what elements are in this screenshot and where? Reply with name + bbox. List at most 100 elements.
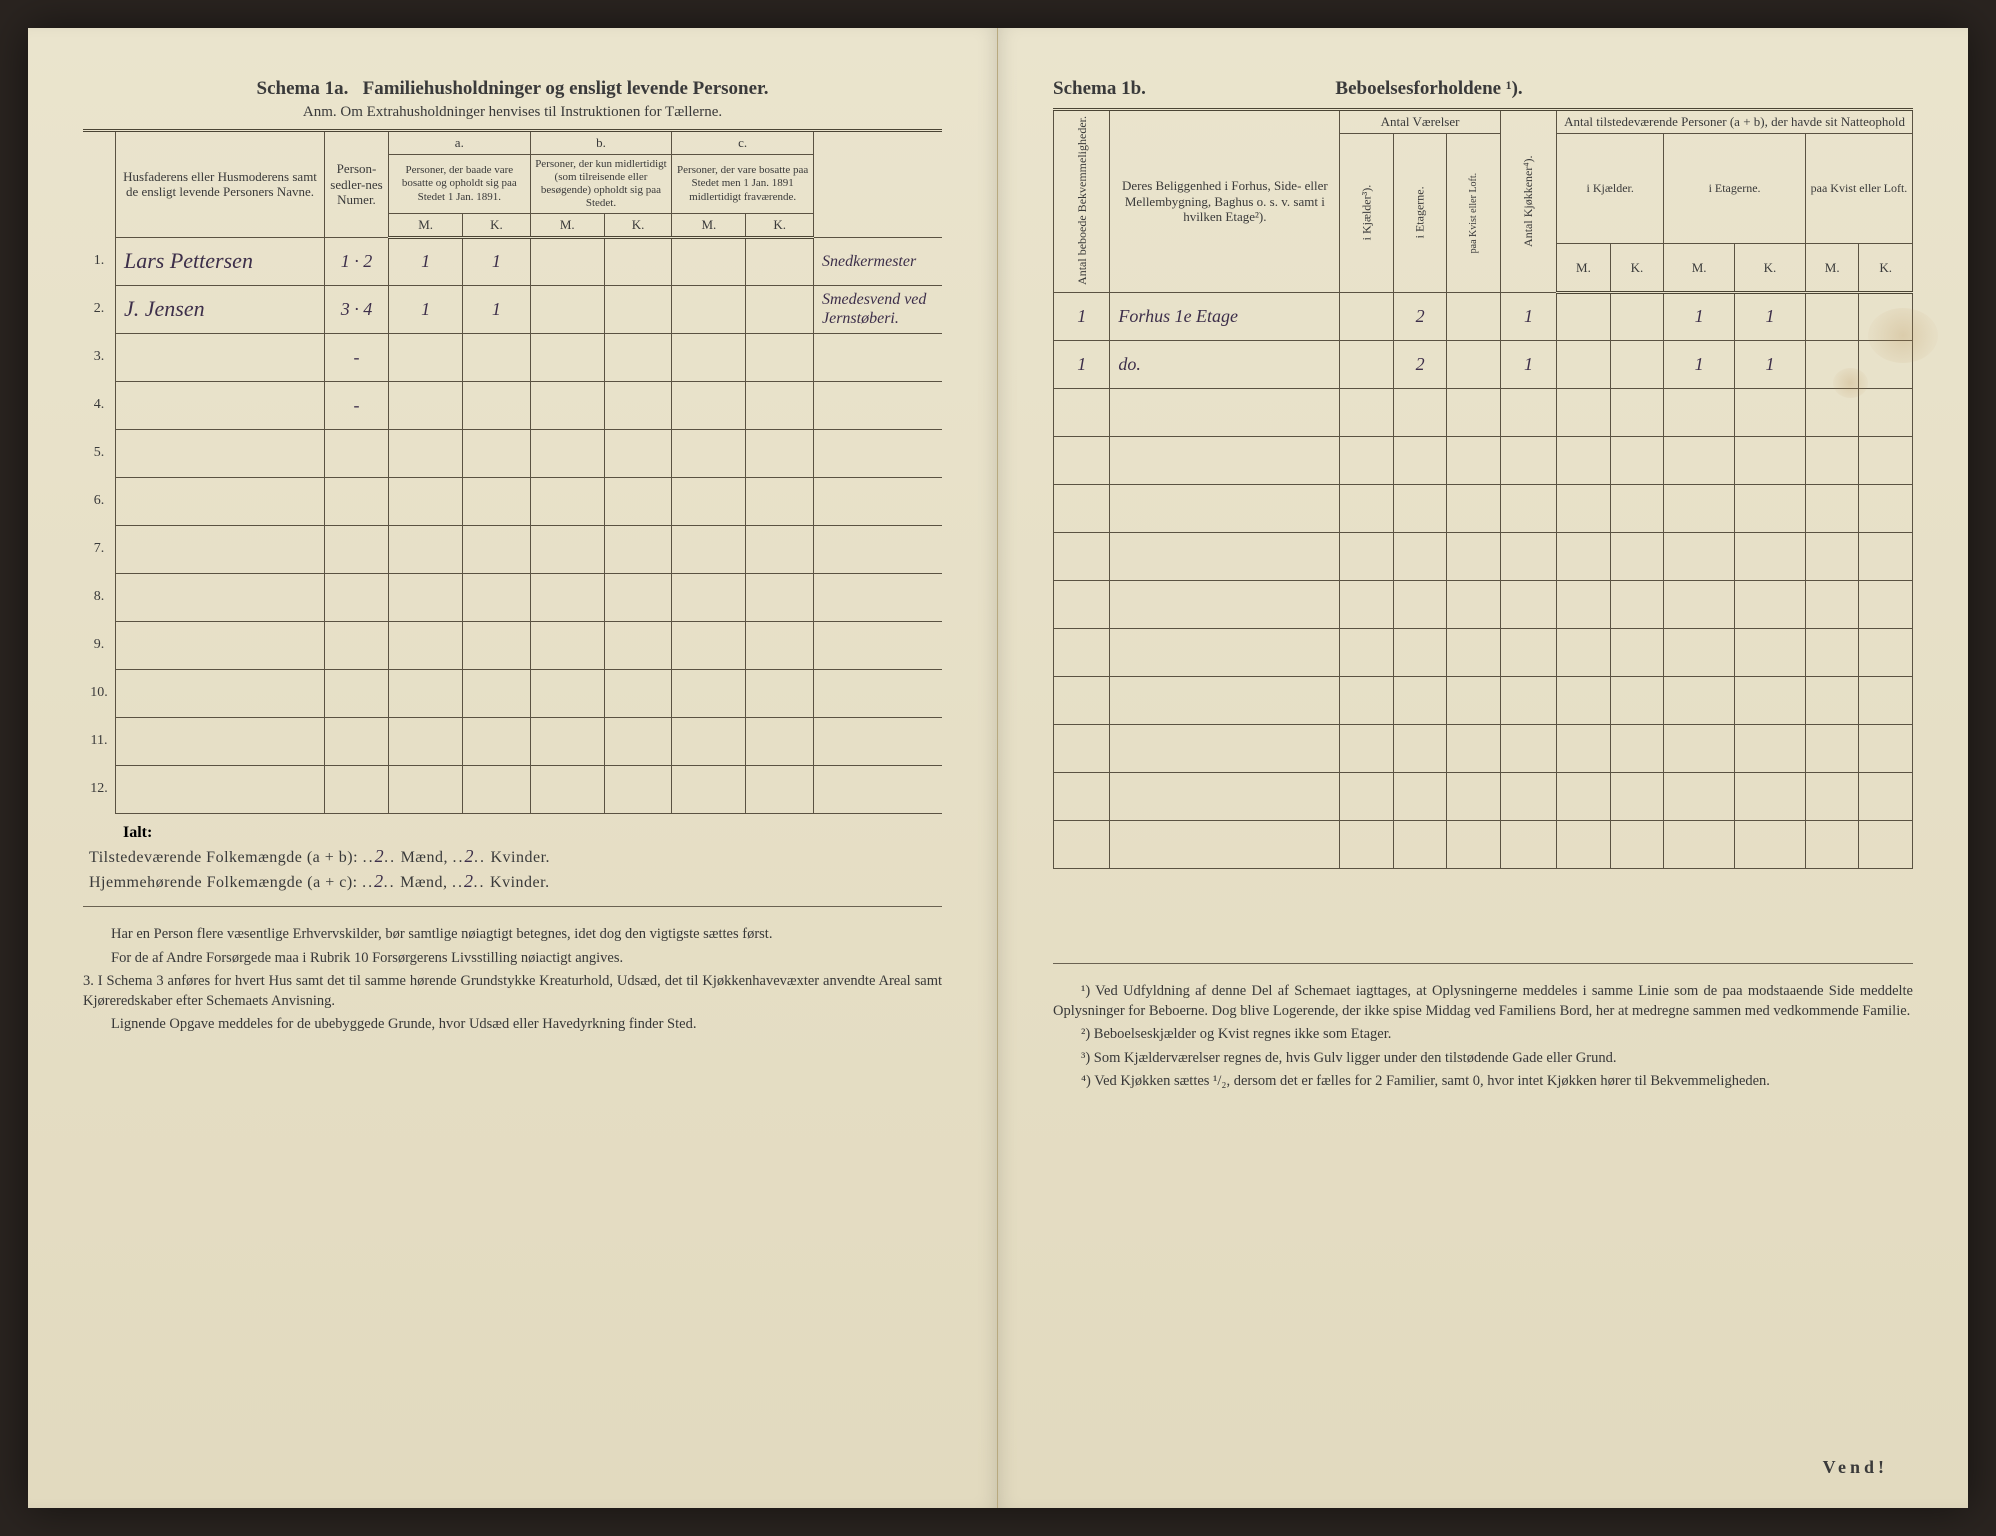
- vk: [1340, 340, 1394, 388]
- table-row: 4.-: [83, 381, 942, 429]
- col-vaer-k: i Kjælder³).: [1340, 133, 1394, 292]
- ve: [1393, 532, 1447, 580]
- am: [389, 573, 463, 621]
- mk-k: K.: [1859, 243, 1913, 292]
- table-row: 8.: [83, 573, 942, 621]
- vk: [1340, 628, 1394, 676]
- pem: [1664, 820, 1735, 868]
- vk: [1340, 820, 1394, 868]
- bm: [530, 573, 604, 621]
- bel: [1110, 724, 1340, 772]
- am: [389, 669, 463, 717]
- plm: [1805, 628, 1859, 676]
- pkk: [1610, 388, 1664, 436]
- pek: [1735, 580, 1806, 628]
- ck: [746, 429, 814, 477]
- table-row: [1054, 772, 1913, 820]
- mk-k: K.: [746, 214, 814, 238]
- table-row: [1054, 820, 1913, 868]
- col-beligg: Deres Beliggenhed i Forhus, Side- eller …: [1110, 110, 1340, 293]
- sum2-label: Hjemmehørende Folkemængde (a + c):: [89, 874, 358, 891]
- stain: [1868, 308, 1938, 363]
- plk: [1859, 772, 1913, 820]
- left-page: Schema 1a. Familiehusholdninger og ensli…: [28, 28, 998, 1508]
- ck: [746, 765, 814, 813]
- ak: [463, 477, 530, 525]
- vk: [1340, 292, 1394, 340]
- pkm: [1557, 436, 1611, 484]
- pem: [1664, 676, 1735, 724]
- pek: 1: [1735, 292, 1806, 340]
- cm: [672, 333, 746, 381]
- pek: [1735, 628, 1806, 676]
- kj: [1500, 580, 1556, 628]
- bk: [604, 237, 671, 285]
- am: [389, 477, 463, 525]
- vk: [1340, 388, 1394, 436]
- left-anm: Anm. Om Extrahusholdninger henvises til …: [83, 104, 942, 121]
- ak: 1: [463, 285, 530, 333]
- bk: [604, 669, 671, 717]
- name-cell: Lars Pettersen: [116, 237, 325, 285]
- am: 1: [389, 237, 463, 285]
- table-row: [1054, 388, 1913, 436]
- bm: [530, 717, 604, 765]
- pem: [1664, 532, 1735, 580]
- num-cell: [325, 765, 389, 813]
- mk-m: M.: [672, 214, 746, 238]
- vk: [1340, 436, 1394, 484]
- row-num: 6.: [83, 477, 116, 525]
- name-cell: [116, 525, 325, 573]
- vl: [1447, 532, 1501, 580]
- note-cell: [814, 333, 943, 381]
- row-num: 3.: [83, 333, 116, 381]
- plk: [1859, 580, 1913, 628]
- am: [389, 765, 463, 813]
- table-row: [1054, 628, 1913, 676]
- bel: [1110, 436, 1340, 484]
- pek: [1735, 676, 1806, 724]
- vl: [1447, 820, 1501, 868]
- ak: 1: [463, 237, 530, 285]
- bm: [530, 381, 604, 429]
- cm: [672, 573, 746, 621]
- plm: [1805, 772, 1859, 820]
- bek: [1054, 676, 1110, 724]
- kj: [1500, 484, 1556, 532]
- mk-m: M.: [389, 214, 463, 238]
- pkk: [1610, 532, 1664, 580]
- note3-text: I Schema 3 anføres for hvert Hus samt de…: [83, 973, 942, 1009]
- note2: For de af Andre Forsørgede maa i Rubrik …: [83, 949, 942, 969]
- pem: [1664, 628, 1735, 676]
- bm: [530, 285, 604, 333]
- bm: [530, 477, 604, 525]
- sum2-m-lbl: Mænd,: [400, 874, 447, 891]
- kj: [1500, 676, 1556, 724]
- ak: [463, 717, 530, 765]
- kj: [1500, 628, 1556, 676]
- note-cell: [814, 717, 943, 765]
- bek: [1054, 772, 1110, 820]
- table-row: [1054, 484, 1913, 532]
- cm: [672, 717, 746, 765]
- row-num: 8.: [83, 573, 116, 621]
- vk: [1340, 580, 1394, 628]
- ve: [1393, 580, 1447, 628]
- mk-m: M.: [1664, 243, 1735, 292]
- pek: [1735, 820, 1806, 868]
- pek: [1735, 484, 1806, 532]
- pkm: [1557, 340, 1611, 388]
- plm: [1805, 292, 1859, 340]
- ak: [463, 669, 530, 717]
- pem: [1664, 580, 1735, 628]
- bel: do.: [1110, 340, 1340, 388]
- pkm: [1557, 580, 1611, 628]
- note1: Har en Person flere væsentlige Erhvervsk…: [83, 925, 942, 945]
- pkm: [1557, 820, 1611, 868]
- sum1-m-lbl: Mænd,: [401, 849, 448, 866]
- col-num: Person-sedler-nes Numer.: [325, 131, 389, 238]
- pkk: [1610, 724, 1664, 772]
- bk: [604, 429, 671, 477]
- table-row: 6.: [83, 477, 942, 525]
- row-num: 4.: [83, 381, 116, 429]
